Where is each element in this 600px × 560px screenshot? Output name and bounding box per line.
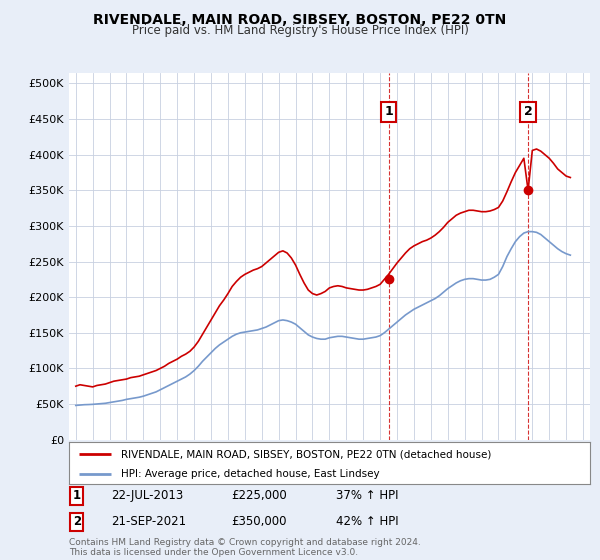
Text: 42% ↑ HPI: 42% ↑ HPI <box>336 515 398 529</box>
Text: 1: 1 <box>73 489 81 502</box>
Text: £225,000: £225,000 <box>231 489 287 502</box>
Text: HPI: Average price, detached house, East Lindsey: HPI: Average price, detached house, East… <box>121 469 380 479</box>
Text: 1: 1 <box>384 105 393 119</box>
Text: Price paid vs. HM Land Registry's House Price Index (HPI): Price paid vs. HM Land Registry's House … <box>131 24 469 37</box>
Text: 2: 2 <box>73 515 81 529</box>
Text: 22-JUL-2013: 22-JUL-2013 <box>111 489 183 502</box>
Text: £350,000: £350,000 <box>231 515 287 529</box>
Text: 2: 2 <box>524 105 532 119</box>
Text: 37% ↑ HPI: 37% ↑ HPI <box>336 489 398 502</box>
Text: 21-SEP-2021: 21-SEP-2021 <box>111 515 186 529</box>
Text: RIVENDALE, MAIN ROAD, SIBSEY, BOSTON, PE22 0TN (detached house): RIVENDALE, MAIN ROAD, SIBSEY, BOSTON, PE… <box>121 449 491 459</box>
Text: RIVENDALE, MAIN ROAD, SIBSEY, BOSTON, PE22 0TN: RIVENDALE, MAIN ROAD, SIBSEY, BOSTON, PE… <box>94 13 506 27</box>
Text: Contains HM Land Registry data © Crown copyright and database right 2024.
This d: Contains HM Land Registry data © Crown c… <box>69 538 421 557</box>
